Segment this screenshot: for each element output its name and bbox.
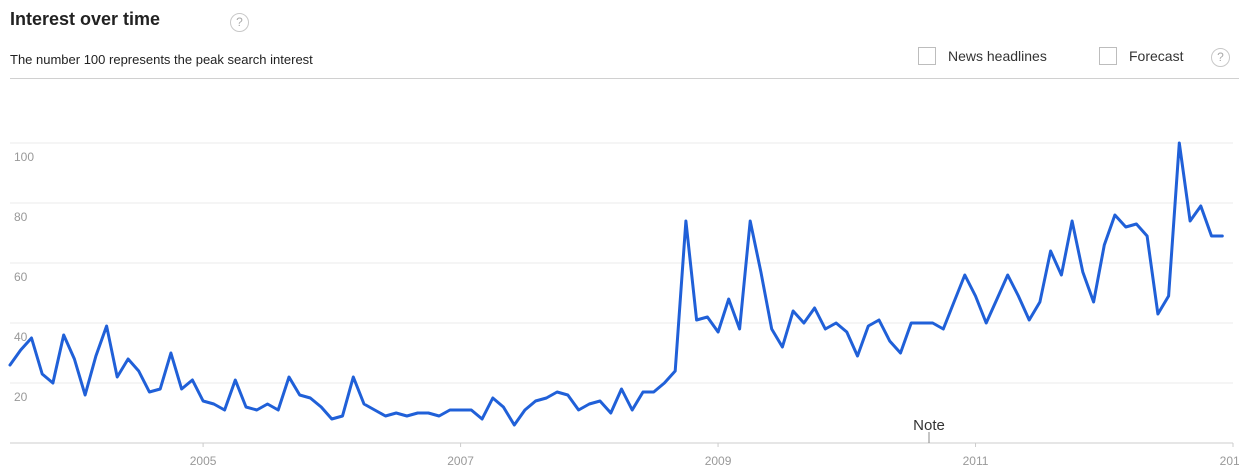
news-headlines-checkbox[interactable] bbox=[918, 47, 936, 65]
x-tick-label: 2007 bbox=[447, 454, 474, 468]
y-tick-label: 80 bbox=[14, 210, 28, 224]
forecast-option[interactable]: Forecast bbox=[1099, 47, 1183, 65]
y-tick-label: 60 bbox=[14, 270, 28, 284]
chart-title: Interest over time bbox=[10, 9, 161, 29]
y-tick-label: 20 bbox=[14, 390, 28, 404]
help-icon[interactable]: ? bbox=[230, 13, 249, 32]
forecast-label: Forecast bbox=[1129, 48, 1184, 64]
series-line bbox=[8, 141, 1224, 427]
x-tick-label: 2009 bbox=[705, 454, 732, 468]
forecast-checkbox[interactable] bbox=[1099, 47, 1117, 65]
x-tick-label: 2013 bbox=[1220, 454, 1239, 468]
y-tick-label: 40 bbox=[14, 330, 28, 344]
chart-subtitle: The number 100 represents the peak searc… bbox=[10, 52, 313, 67]
forecast-help-icon[interactable]: ? bbox=[1211, 48, 1230, 67]
x-tick-label: 2005 bbox=[190, 454, 217, 468]
news-headlines-label: News headlines bbox=[948, 48, 1047, 64]
x-tick-label: 2011 bbox=[963, 454, 989, 468]
news-headlines-option[interactable]: News headlines bbox=[918, 47, 1047, 65]
y-tick-label: 100 bbox=[14, 150, 34, 164]
header-divider bbox=[10, 78, 1239, 79]
note-annotation[interactable]: Note bbox=[913, 417, 945, 434]
